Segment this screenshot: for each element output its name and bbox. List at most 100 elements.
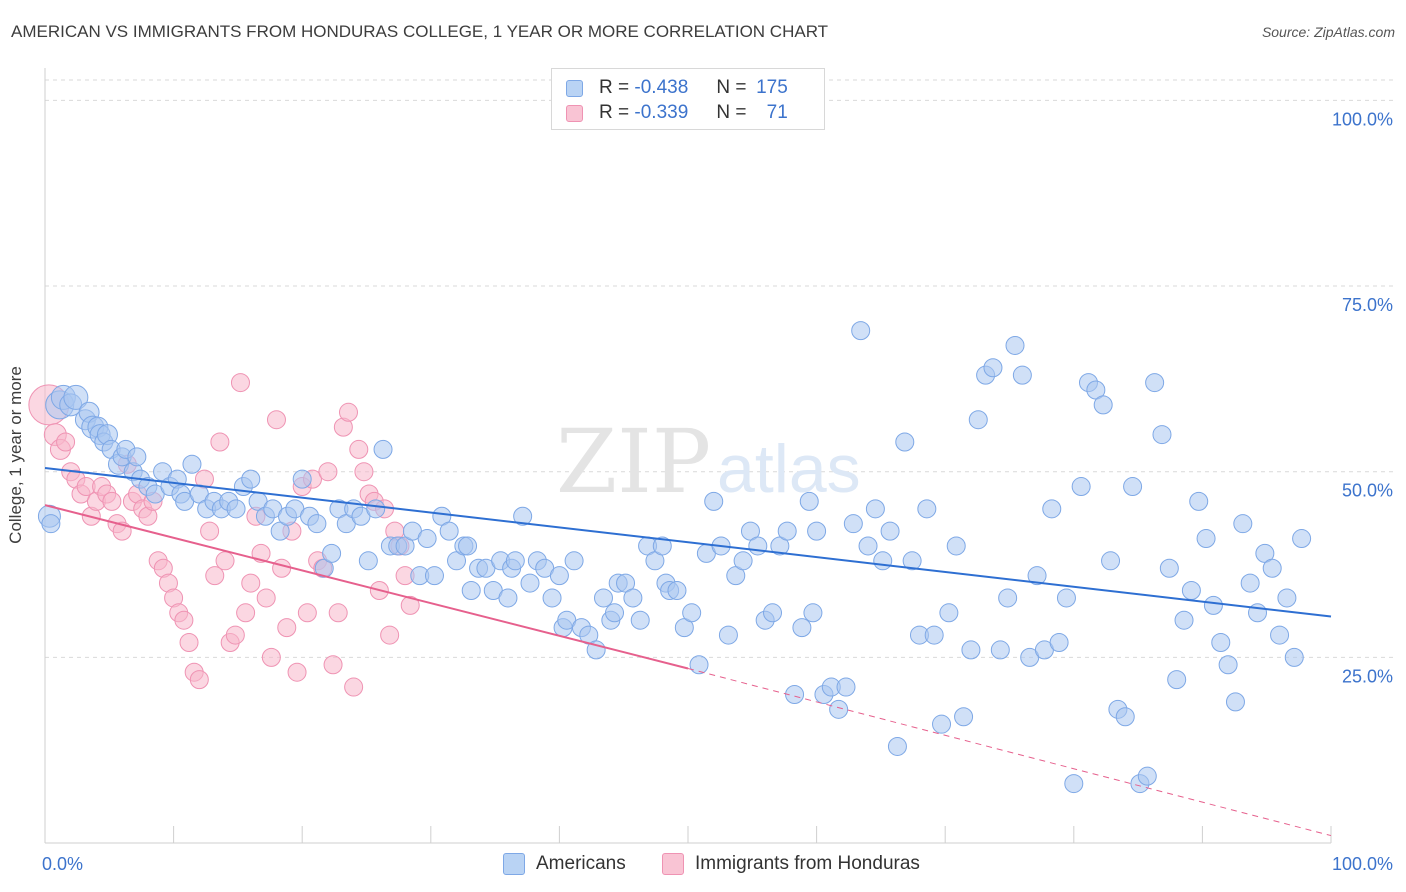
x-tick-label-100: 100.0% [1332, 854, 1393, 874]
americans-point-44 [307, 514, 327, 534]
americans-point-174 [1218, 655, 1238, 675]
americans-point-125 [858, 536, 878, 556]
americans-point-133 [917, 499, 937, 519]
y-tick-label-100: 100.0% [1332, 109, 1393, 129]
americans-point-121 [829, 699, 849, 719]
honduras-point-33 [210, 432, 230, 452]
watermark-zip: ZIP [556, 410, 711, 513]
americans-point-111 [763, 603, 783, 623]
honduras-point-59 [344, 677, 364, 697]
americans-point-176 [1233, 514, 1253, 534]
americans-trend-line [44, 466, 1332, 618]
americans-point-60 [424, 566, 444, 586]
honduras-point-56 [328, 603, 348, 623]
americans-point-1 [41, 514, 61, 534]
americans-point-65 [458, 536, 478, 556]
americans-point-74 [513, 506, 533, 526]
americans-point-35 [241, 469, 261, 489]
gridlines [45, 79, 1393, 658]
americans-point-71 [498, 588, 518, 608]
americans-swatch [566, 79, 583, 97]
americans-point-181 [1270, 625, 1290, 645]
honduras-point-50 [297, 603, 317, 623]
americans-point-86 [593, 588, 613, 608]
americans-point-122 [836, 677, 856, 697]
americans-point-139 [961, 640, 981, 660]
americans-point-53 [373, 439, 393, 459]
honduras-point-38 [236, 603, 256, 623]
americans-point-173 [1211, 632, 1231, 652]
americans-point-150 [1042, 499, 1062, 519]
americans-point-128 [880, 521, 900, 541]
americans-legend-swatch [503, 853, 525, 875]
americans-point-124 [851, 321, 871, 341]
americans-point-118 [807, 521, 827, 541]
honduras-point-26 [174, 610, 194, 630]
honduras-point-48 [287, 662, 307, 682]
americans-point-75 [520, 573, 540, 593]
honduras-point-32 [205, 566, 225, 586]
honduras-swatch [566, 104, 583, 122]
americans-point-114 [785, 684, 805, 704]
honduras-point-46 [277, 618, 297, 638]
americans-point-59 [417, 529, 437, 549]
n-label: N = [716, 77, 747, 98]
americans-point-168 [1174, 610, 1194, 630]
americans-point-117 [803, 603, 823, 623]
americans-point-165 [1152, 425, 1172, 445]
americans-point-171 [1196, 529, 1216, 549]
honduras-point-45 [272, 558, 292, 578]
americans-point-151 [1049, 632, 1069, 652]
r-label: R = [599, 77, 630, 98]
americans-point-137 [946, 536, 966, 556]
source-credit: Source: ZipAtlas.com [1261, 24, 1395, 40]
legend-item-honduras[interactable]: Immigrants from Honduras [662, 851, 920, 877]
americans-point-33 [226, 499, 246, 519]
legend-label-americans: Americans [536, 853, 626, 874]
honduras-point-12 [102, 491, 122, 511]
honduras-point-3 [56, 432, 76, 452]
honduras-trend-extension [687, 668, 1332, 837]
americans-point-103 [704, 491, 724, 511]
americans-point-126 [865, 499, 885, 519]
americans-point-172 [1203, 595, 1223, 615]
americans-point-167 [1167, 670, 1187, 690]
americans-point-164 [1145, 373, 1165, 393]
honduras-n-value: 71 [766, 102, 788, 123]
americans-point-109 [748, 536, 768, 556]
americans-point-142 [983, 358, 1003, 378]
honduras-point-55 [323, 655, 343, 675]
americans-point-166 [1159, 558, 1179, 578]
americans-point-157 [1093, 395, 1113, 415]
americans-point-27 [182, 454, 202, 474]
americans-point-131 [902, 551, 922, 571]
honduras-point-36 [225, 625, 245, 645]
americans-point-62 [439, 521, 459, 541]
americans-point-184 [1292, 529, 1312, 549]
honduras-r-value: -0.339 [634, 102, 689, 123]
americans-n-value: 175 [756, 77, 788, 98]
americans-point-177 [1240, 573, 1260, 593]
americans-point-163 [1137, 766, 1157, 786]
americans-points [37, 321, 1312, 794]
americans-point-136 [939, 603, 959, 623]
americans-point-145 [1005, 335, 1025, 355]
americans-point-170 [1189, 491, 1209, 511]
americans-point-152 [1056, 588, 1076, 608]
americans-point-138 [954, 707, 974, 727]
watermark-atlas: atlas [717, 431, 861, 507]
americans-point-91 [623, 588, 643, 608]
honduras-point-34 [215, 551, 235, 571]
americans-point-51 [358, 551, 378, 571]
n-label: N = [716, 102, 747, 123]
honduras-point-66 [380, 625, 400, 645]
americans-point-154 [1071, 477, 1091, 497]
honduras-point-31 [200, 521, 220, 541]
americans-point-73 [505, 551, 525, 571]
americans-point-78 [542, 588, 562, 608]
americans-point-113 [777, 521, 797, 541]
legend-item-americans[interactable]: Americans [503, 851, 626, 877]
americans-point-143 [990, 640, 1010, 660]
americans-point-105 [718, 625, 738, 645]
